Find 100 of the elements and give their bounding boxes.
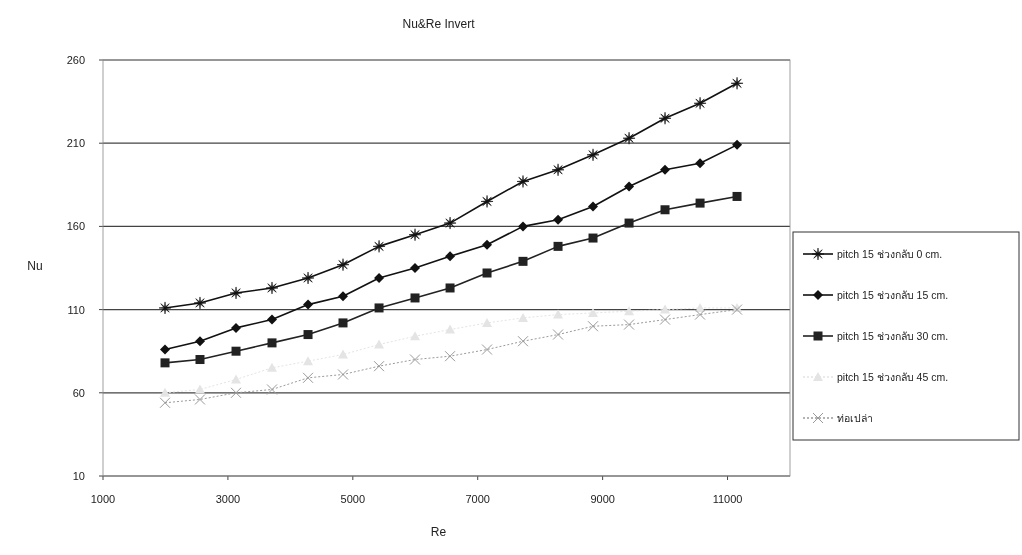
point [160, 387, 171, 397]
point [588, 201, 599, 212]
point [267, 362, 277, 372]
point [337, 369, 349, 380]
point [410, 331, 421, 341]
point [693, 96, 707, 110]
point [730, 77, 744, 90]
point [660, 164, 671, 175]
point [159, 397, 171, 409]
y-axis-title: Nu [27, 259, 43, 273]
point [408, 228, 422, 242]
point [588, 307, 599, 317]
point [266, 383, 278, 395]
point [481, 344, 493, 356]
x-tick-label: 5000 [340, 493, 366, 505]
point [445, 283, 455, 293]
point [231, 322, 242, 333]
legend-label: pitch 15 ช่วงกลับ 30 cm. [837, 330, 949, 342]
point [410, 263, 421, 273]
legend-label: pitch 15 ช่วงกลับ 45 cm. [837, 371, 949, 383]
point [516, 175, 530, 188]
point [374, 303, 384, 313]
point [194, 336, 205, 347]
point [518, 256, 528, 266]
point [731, 304, 743, 316]
point [301, 271, 315, 285]
point [553, 309, 564, 319]
point [231, 346, 241, 356]
point [373, 360, 385, 372]
x-tick-label: 7000 [465, 493, 490, 505]
point [624, 181, 635, 192]
point [267, 314, 277, 325]
point [160, 358, 170, 368]
point [480, 195, 494, 208]
point [303, 356, 314, 366]
point [194, 393, 206, 405]
point [372, 240, 386, 253]
point [302, 372, 314, 384]
point [445, 324, 456, 334]
y-tick-label: 210 [66, 137, 85, 150]
point [336, 258, 350, 271]
point [551, 163, 565, 177]
point [410, 293, 420, 303]
point [443, 216, 457, 230]
point [445, 251, 456, 262]
x-tick-label: 9000 [590, 493, 615, 505]
point [195, 355, 205, 365]
point [660, 205, 670, 215]
point [374, 272, 385, 283]
point [624, 218, 634, 228]
point [660, 304, 671, 314]
point [482, 317, 493, 327]
point [482, 268, 492, 278]
point [553, 241, 563, 251]
point [623, 319, 635, 331]
point [338, 291, 349, 302]
point [695, 198, 705, 208]
point [303, 330, 313, 340]
point [552, 329, 564, 341]
point [732, 139, 743, 150]
point [303, 299, 314, 310]
point [658, 111, 672, 125]
y-tick-label: 260 [66, 54, 85, 66]
y-tick-label: 110 [67, 303, 85, 316]
point [587, 320, 599, 332]
chart-title: Nu&Re Invert [402, 17, 476, 31]
point [160, 344, 171, 355]
point [518, 221, 529, 232]
point [694, 309, 706, 321]
point [518, 312, 529, 322]
point [229, 286, 243, 300]
point [267, 338, 277, 348]
point [624, 306, 635, 316]
y-tick-label: 160 [66, 220, 85, 233]
point [659, 314, 671, 326]
point [588, 233, 598, 243]
point [230, 387, 242, 399]
point [374, 339, 385, 349]
point [482, 239, 493, 250]
legend-label: pitch 15 ช่วงกลับ 15 cm. [837, 289, 949, 301]
x-tick-label: 11000 [712, 493, 743, 505]
legend-label: ท่อเปล่า [837, 412, 873, 424]
point [193, 296, 207, 310]
point [695, 158, 706, 169]
point [586, 148, 600, 162]
point [265, 281, 279, 295]
x-tick-label: 3000 [215, 493, 241, 505]
point [338, 349, 349, 359]
point [338, 318, 348, 328]
y-tick-label: 60 [72, 386, 85, 399]
y-tick-label: 10 [72, 470, 85, 482]
legend-label: pitch 15 ช่วงกลับ 0 cm. [837, 248, 943, 260]
point [517, 335, 529, 347]
point [553, 214, 564, 225]
point [444, 350, 456, 362]
x-tick-label: 1000 [90, 493, 116, 505]
point [409, 354, 421, 366]
point [622, 131, 636, 145]
point [732, 191, 742, 201]
point [158, 301, 172, 315]
